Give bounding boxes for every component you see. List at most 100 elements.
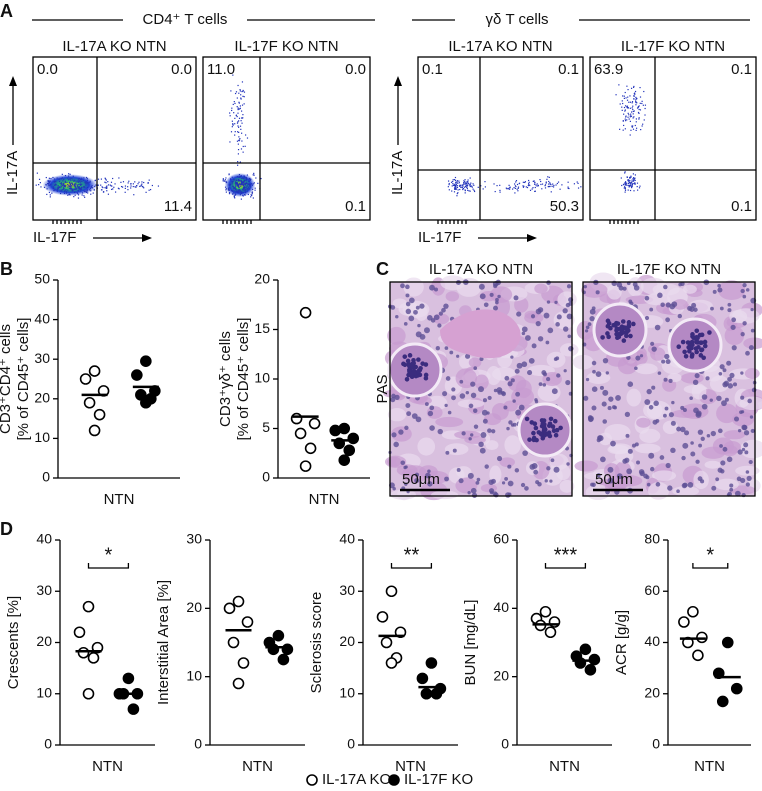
event-dot [80,187,83,189]
nucleus [665,302,671,308]
event-dot [528,179,530,182]
event-dot [127,182,129,184]
event-dot [254,187,256,189]
event-dot [559,188,561,190]
filled-marker [272,629,285,642]
event-dot [464,180,466,183]
tubule [499,457,515,467]
nucleus [707,330,712,335]
event-dot [233,195,235,197]
legend-label: IL-17F KO [404,771,473,788]
y-tick-label: 0 [194,736,202,752]
tubule [486,365,502,386]
nucleus [610,440,616,447]
nucleus [616,473,623,480]
nucleus [690,451,696,457]
event-dot [81,177,83,179]
event-dot [53,181,56,183]
nucleus [636,460,641,465]
significance-bracket [87,563,130,569]
event-dot [74,188,76,190]
nucleus [717,428,723,434]
tubule [537,383,561,402]
event-dot [60,178,62,180]
nucleus [682,442,689,449]
nucleus [423,362,429,367]
nucleus [625,433,630,438]
event-dot [255,177,257,179]
plot-frame [202,56,371,221]
event-dot [105,179,107,181]
event-dot [65,189,67,191]
nucleus [565,302,571,308]
tubule [435,416,464,428]
event-dot [626,176,628,178]
nucleus [663,284,668,290]
nucleus [567,334,572,339]
event-dot [249,184,251,186]
tubule [716,403,738,424]
y-tick-label: 40 [36,531,52,547]
event-dot [577,187,580,189]
event-dot [38,178,41,180]
event-dot [105,182,107,184]
event-dot [73,185,76,187]
event-dot [561,184,563,186]
nucleus [501,391,505,395]
arrow-head [394,76,402,86]
y-tick-label: 40 [34,310,50,326]
event-dot [89,187,91,190]
event-dot [246,188,248,190]
event-dot [236,182,238,184]
nucleus [699,340,704,345]
event-dot [239,90,241,92]
nucleus [615,395,621,401]
nucleus [550,424,556,429]
event-dot [76,191,78,194]
nucleus [745,350,750,356]
nucleus [621,338,627,343]
event-dot [47,182,49,185]
event-dot [462,187,465,190]
event-dot [67,175,70,177]
filled-marker [140,396,152,409]
event-dot [244,188,246,190]
event-dot [551,185,553,187]
nucleus [447,410,452,415]
event-dot [145,191,147,193]
event-dot [245,182,247,185]
event-dot [556,182,558,185]
event-dot [448,189,450,191]
event-dot [457,182,459,184]
nucleus [521,331,526,336]
event-dot [518,182,521,184]
event-dot [236,184,238,186]
event-dot [548,185,551,188]
y-tick-label: 5 [262,419,270,435]
x-axis-label: NTN [309,491,340,508]
event-dot [238,188,240,191]
event-dot [548,183,550,185]
open-marker [380,636,393,649]
event-dot [251,194,253,197]
nucleus [404,465,408,469]
event-dot [66,181,68,183]
nucleus [587,415,593,420]
event-dot [458,182,460,184]
event-dot [243,179,245,181]
event-dot [625,116,627,118]
nucleus [750,428,755,434]
event-dot [54,184,56,186]
y-tick-label: 15 [254,320,270,336]
nucleus [648,452,655,459]
event-dot [239,175,241,177]
event-dot [241,140,243,142]
filled-marker [329,424,342,437]
event-dot [633,95,635,97]
event-dot [231,193,234,195]
nucleus [664,406,669,411]
tubule [581,282,608,298]
event-dot [469,177,471,179]
event-dot [522,181,524,183]
event-dot [121,186,124,188]
